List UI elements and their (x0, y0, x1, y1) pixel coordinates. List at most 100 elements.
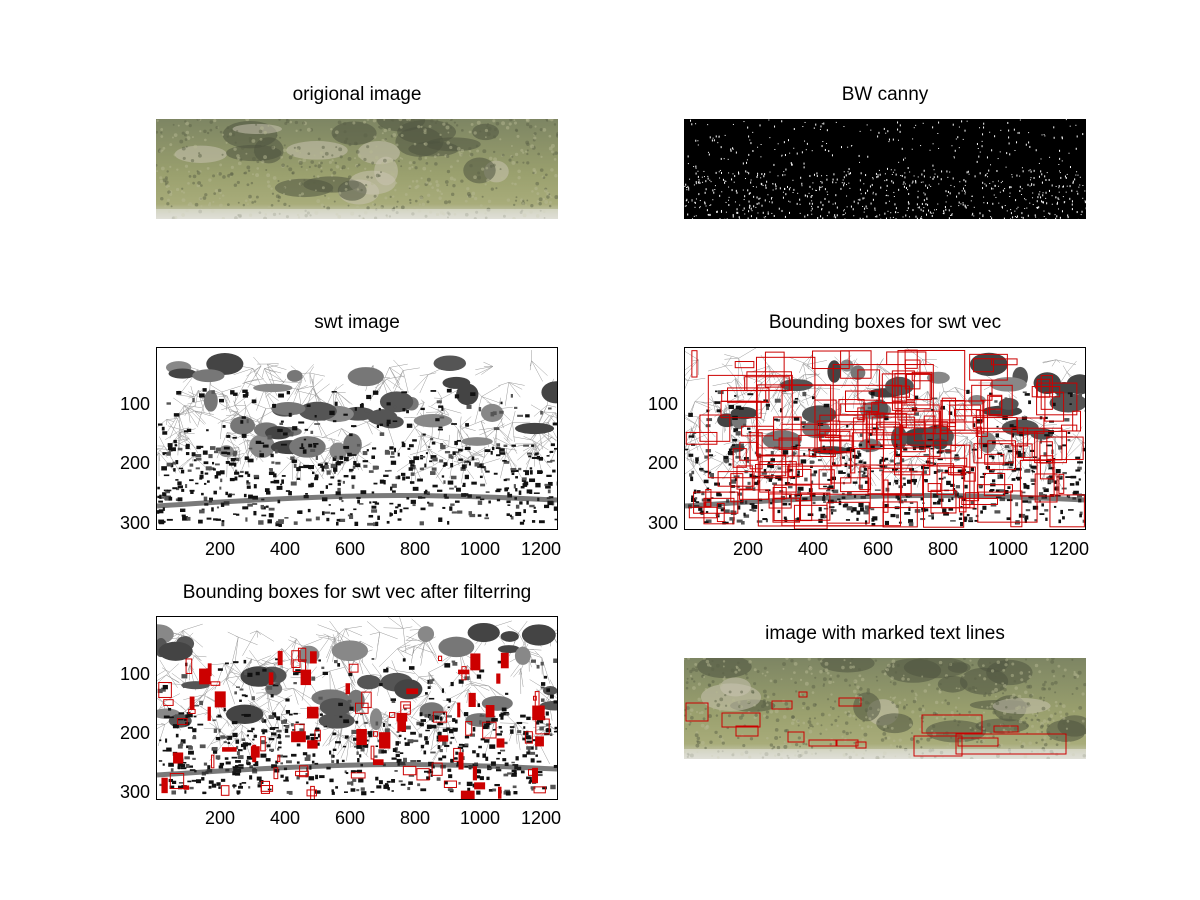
bounding-box (744, 376, 790, 392)
swt-image-panel (156, 347, 558, 530)
title-original-image: origional image (292, 84, 422, 105)
bounding-box (894, 447, 931, 476)
filtered-bounding-box (158, 682, 172, 698)
bounding-box (947, 467, 963, 476)
filtered-bounding-box (443, 780, 457, 788)
bounding-box (930, 489, 957, 514)
bounding-box (1039, 441, 1053, 464)
bounding-box (867, 467, 912, 495)
filtered-bounding-box (496, 738, 505, 748)
text-line-box (955, 733, 1067, 755)
filtered-xtick: 1000 (459, 808, 501, 828)
filtered-bounding-box (199, 668, 211, 685)
bounding-box (824, 430, 841, 438)
bbox-xtick: 200 (732, 539, 764, 559)
bounding-box (734, 361, 755, 369)
bounding-box (1031, 386, 1061, 398)
bounding-box (1011, 427, 1029, 447)
filtered-bounding-box (250, 746, 260, 758)
filtered-bounding-box (173, 752, 184, 764)
bounding-box (756, 384, 832, 449)
filtered-bounding-box (177, 718, 188, 725)
filtered-bounding-box (532, 705, 545, 721)
bounding-box (772, 486, 787, 500)
filtered-bounding-box (210, 681, 221, 686)
bounding-box (764, 351, 785, 388)
bounding-box (840, 477, 870, 493)
filtered-bounding-box (402, 765, 417, 776)
bounding-box (1046, 436, 1084, 461)
bounding-box (755, 356, 816, 457)
filtered-bounding-box (310, 785, 315, 799)
filtered-bounding-box (277, 754, 281, 763)
filtered-bounding-box (524, 731, 533, 744)
bounding-box (1049, 494, 1085, 528)
bounding-box (707, 374, 793, 479)
bounding-box (869, 444, 971, 509)
bounding-box (953, 409, 981, 417)
bounding-box (1016, 443, 1033, 458)
filtered-bounding-box (474, 782, 486, 790)
bounding-box (720, 400, 762, 419)
filtered-bounding-box (260, 736, 266, 752)
title-marked-text-lines: image with marked text lines (765, 623, 1005, 644)
filtered-bounding-box (277, 650, 283, 666)
filtered-bounding-box (438, 735, 449, 742)
filtered-bounding-box (273, 767, 279, 780)
filtered-bounding-box (460, 790, 475, 799)
bounding-box (685, 431, 718, 445)
bounding-box (971, 384, 1013, 417)
bbox-ytick: 200 (647, 453, 678, 473)
bounding-box (975, 409, 988, 437)
bounding-box (984, 453, 1005, 465)
bounding-box (826, 501, 870, 524)
bounding-box (894, 410, 941, 457)
filtered-bounding-box (306, 789, 317, 797)
filtered-bounding-box (348, 663, 359, 673)
text-line-box (993, 725, 1019, 733)
filtered-bounding-box (485, 705, 495, 718)
bounding-box (977, 431, 1038, 523)
filtered-bounding-box (396, 712, 408, 722)
bounding-box (818, 469, 835, 490)
filtered-bounding-box (461, 666, 467, 681)
bounding-box (844, 390, 880, 412)
swt-ytick: 100 (119, 394, 150, 414)
bounding-box (703, 497, 735, 525)
title-filtered-boxes: Bounding boxes for swt vec after filterr… (182, 582, 532, 603)
filtered-bounding-box (306, 706, 319, 719)
bounding-box (773, 484, 813, 522)
filtered-bounding-box (207, 706, 211, 721)
filtered-bounding-box (457, 702, 461, 718)
marked-lizard-skin (684, 658, 1086, 759)
swt-xtick: 1000 (459, 539, 501, 559)
filtered-bounding-box (268, 672, 274, 685)
filtered-bounding-box (465, 721, 473, 736)
swt-xtick: 600 (334, 539, 366, 559)
filtered-ytick: 100 (119, 664, 150, 684)
filtered-bounding-box (458, 752, 464, 770)
bounding-box (927, 483, 942, 493)
bounding-box (972, 417, 1018, 429)
bounding-box (875, 421, 900, 441)
bounding-box (857, 407, 865, 421)
bounding-box (1016, 417, 1045, 434)
bounding-box (772, 497, 801, 523)
bounding-box (949, 400, 984, 423)
bounding-box (865, 412, 885, 450)
filtered-bounding-box (307, 740, 318, 749)
bbox-xtick: 600 (862, 539, 894, 559)
filtered-bounding-box (292, 659, 306, 672)
bbox-xtick: 1200 (1048, 539, 1090, 559)
filtered-bounding-box (403, 704, 411, 709)
filtered-bounding-box (300, 669, 312, 686)
swt-xtick: 800 (399, 539, 431, 559)
canny-image-panel (684, 119, 1086, 219)
filtered-bounding-box (222, 747, 237, 752)
filtered-bounding-box (416, 768, 430, 781)
bbox-xtick: 400 (797, 539, 829, 559)
bounding-box (897, 349, 966, 421)
filtered-bounding-box (214, 691, 226, 708)
filtered-bounding-box (372, 759, 384, 766)
bounding-box (990, 358, 1018, 366)
